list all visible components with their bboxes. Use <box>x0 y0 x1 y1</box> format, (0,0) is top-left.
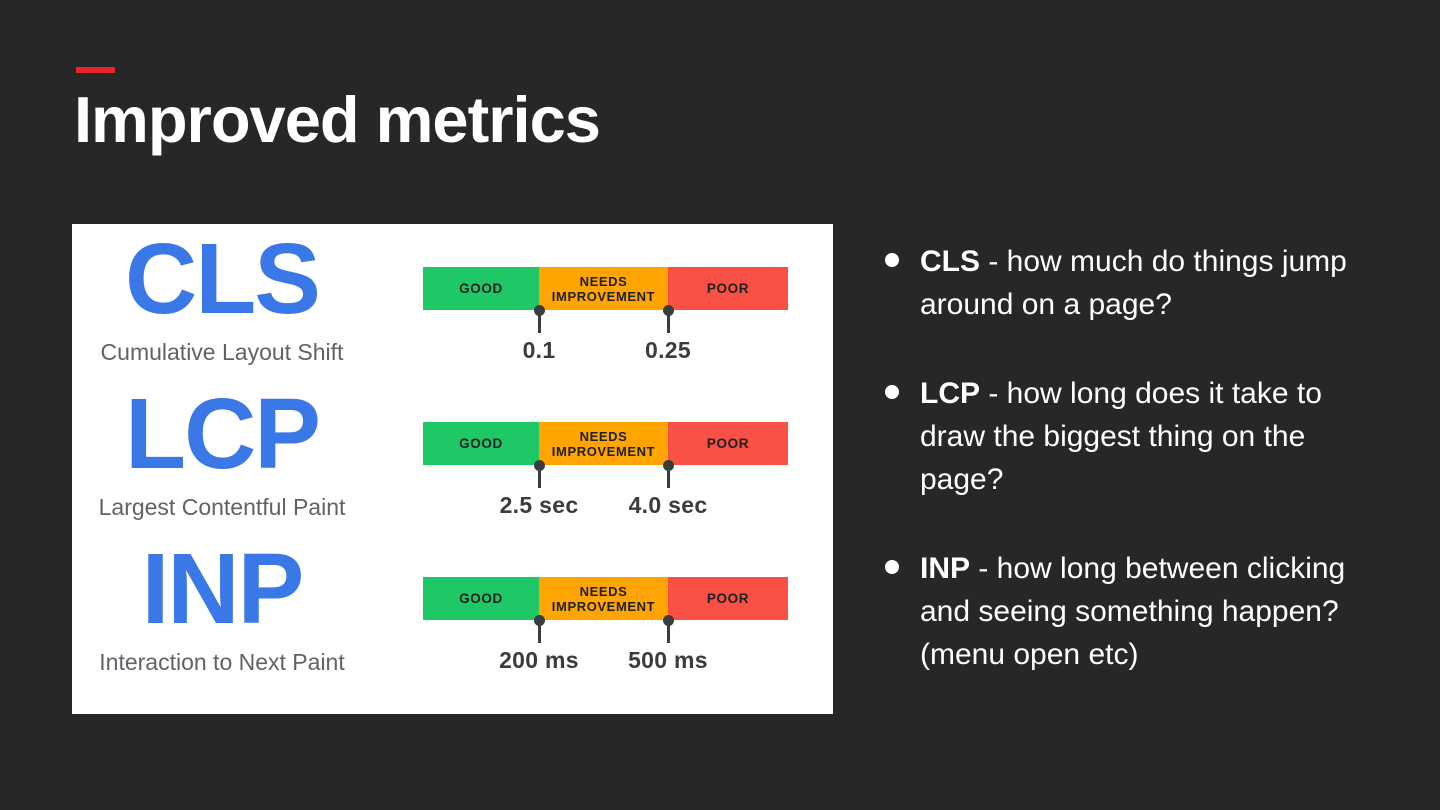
bullet-list: CLS - how much do things jump around on … <box>885 240 1390 676</box>
metric-row-inp: INP Interaction to Next Paint GOOD NEEDS… <box>72 533 833 699</box>
bullet-text: - how much do things jump around on a pa… <box>920 245 1347 321</box>
bullet-dot-icon <box>885 560 899 574</box>
threshold-value: 200 ms <box>499 647 579 673</box>
metric-row-cls: CLS Cumulative Layout Shift GOOD NEEDS I… <box>72 223 833 389</box>
threshold-value: 2.5 sec <box>499 492 579 518</box>
band-poor: POOR <box>668 267 788 310</box>
bullet-dot-icon <box>885 385 899 399</box>
metric-abbr: CLS <box>125 223 321 335</box>
band-poor: POOR <box>668 422 788 465</box>
bullet-item-cls: CLS - how much do things jump around on … <box>885 240 1390 326</box>
marker-stem <box>537 465 541 488</box>
bullet-text: - how long between clicking and seeing s… <box>920 552 1346 671</box>
bullet-term: CLS <box>920 245 980 278</box>
band-needs-improvement: NEEDS IMPROVEMENT <box>539 267 668 310</box>
band-needs-improvement: NEEDS IMPROVEMENT <box>539 422 668 465</box>
marker-stem <box>666 620 670 643</box>
band-good: GOOD <box>423 577 539 620</box>
bullet-term: LCP <box>920 377 980 410</box>
band-poor: POOR <box>668 577 788 620</box>
metric-abbr: LCP <box>125 378 321 490</box>
marker-stem <box>666 465 670 488</box>
bullet-item-lcp: LCP - how long does it take to draw the … <box>885 372 1390 501</box>
marker-stem <box>666 310 670 333</box>
accent-dash <box>76 67 115 73</box>
threshold-scale-lcp: GOOD NEEDS IMPROVEMENT POOR 2.5 sec 4.0 … <box>423 422 788 518</box>
bullet-item-inp: INP - how long between clicking and seei… <box>885 547 1390 676</box>
bullet-dot-icon <box>885 253 899 267</box>
threshold-value: 0.25 <box>645 337 691 363</box>
page-title: Improved metrics <box>74 83 601 156</box>
bullet-term: INP <box>920 552 971 585</box>
metric-full-name: Cumulative Layout Shift <box>100 339 344 365</box>
threshold-value: 0.1 <box>522 337 556 363</box>
metric-full-name: Largest Contentful Paint <box>98 494 346 520</box>
threshold-value: 500 ms <box>628 647 708 673</box>
metric-row-lcp: LCP Largest Contentful Paint GOOD NEEDS … <box>72 378 833 544</box>
metric-abbr: INP <box>141 533 305 645</box>
metric-full-name: Interaction to Next Paint <box>99 649 345 675</box>
band-needs-improvement: NEEDS IMPROVEMENT <box>539 577 668 620</box>
threshold-scale-cls: GOOD NEEDS IMPROVEMENT POOR 0.1 0.25 <box>423 267 788 363</box>
band-good: GOOD <box>423 267 539 310</box>
band-good: GOOD <box>423 422 539 465</box>
bullet-text: - how long does it take to draw the bigg… <box>920 377 1322 496</box>
marker-stem <box>537 310 541 333</box>
threshold-scale-inp: GOOD NEEDS IMPROVEMENT POOR 200 ms 500 m… <box>423 577 788 673</box>
marker-stem <box>537 620 541 643</box>
threshold-value: 4.0 sec <box>628 492 708 518</box>
web-vitals-figure: CLS Cumulative Layout Shift GOOD NEEDS I… <box>72 224 833 714</box>
